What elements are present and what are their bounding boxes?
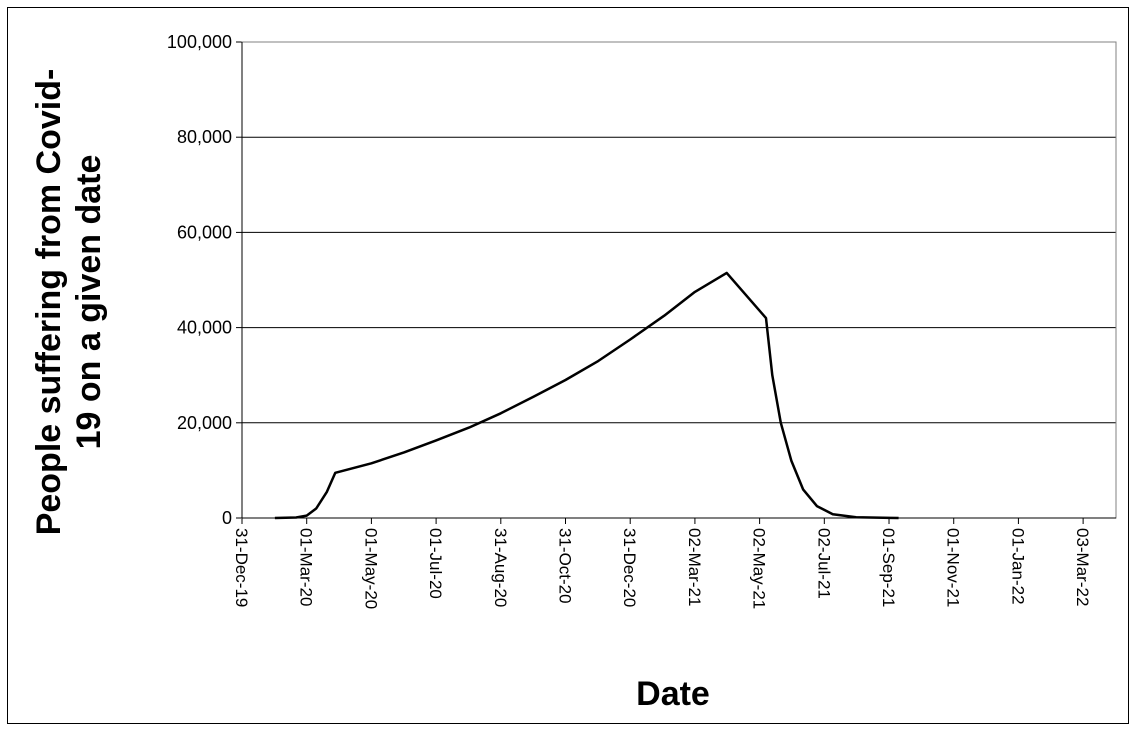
x-axis-ticks: 31-Dec-19 01-Mar-20 01-May-20 01-Jul-20 31-A… [232, 518, 1092, 609]
x-tick-label-8: 02-May-21 [750, 528, 769, 609]
x-tick-label-0: 31-Dec-19 [232, 528, 251, 607]
gridlines [242, 41, 1116, 424]
x-tick-label-10: 01-Sep-21 [879, 528, 898, 607]
series-line-0 [274, 271, 899, 520]
x-tick-label-6: 31-Dec-20 [620, 528, 639, 607]
x-tick-label-5: 31-Oct-20 [556, 528, 575, 604]
y-tick-label-0: 0 [222, 508, 232, 528]
y-tick-label-2: 40,000 [177, 318, 232, 338]
plot-area [241, 41, 1117, 519]
x-tick-label-13: 03-Mar-22 [1073, 528, 1092, 606]
series-group [274, 271, 899, 520]
y-axis-title-line-2: 19 on a given date [70, 155, 108, 450]
x-tick-label-11: 01-Nov-21 [944, 528, 963, 607]
x-tick-label-2: 01-May-20 [361, 528, 380, 609]
x-axis-title: Date [636, 675, 710, 713]
y-axis-ticks: 0 20,000 40,000 60,000 80,000 100,000 [167, 32, 242, 528]
x-tick-label-7: 02-Mar-21 [685, 528, 704, 606]
x-tick-label-3: 01-Jul-20 [426, 528, 445, 599]
x-tick-label-9: 02-Jul-21 [814, 528, 833, 599]
x-tick-label-1: 01-Mar-20 [297, 528, 316, 606]
y-tick-label-4: 80,000 [177, 127, 232, 147]
y-tick-label-3: 60,000 [177, 222, 232, 242]
y-tick-label-1: 20,000 [177, 413, 232, 433]
y-tick-label-5: 100,000 [167, 32, 232, 52]
chart-frame [7, 7, 1129, 724]
x-tick-label-12: 01-Jan-22 [1008, 528, 1027, 605]
x-tick-label-4: 31-Aug-20 [491, 528, 510, 607]
y-axis-title-line-1: People suffering from Covid- [30, 69, 68, 536]
